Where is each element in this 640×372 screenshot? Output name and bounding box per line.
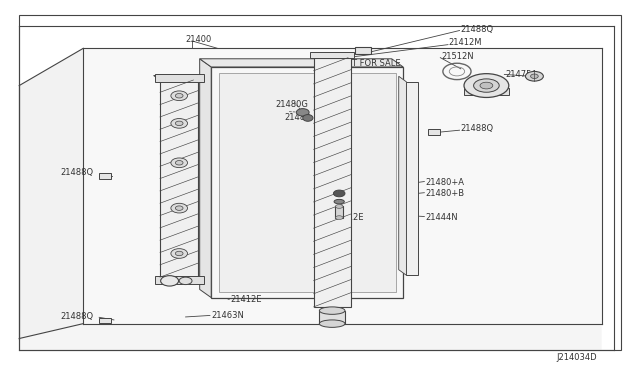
Text: 21444N: 21444N <box>426 213 458 222</box>
Polygon shape <box>200 59 211 298</box>
Polygon shape <box>154 76 202 80</box>
Bar <box>219 73 396 292</box>
Text: 21480G: 21480G <box>275 100 308 109</box>
Ellipse shape <box>171 119 188 128</box>
Ellipse shape <box>531 74 538 78</box>
Bar <box>406 82 418 275</box>
Bar <box>428 129 440 135</box>
Bar <box>310 52 354 58</box>
Text: 21480+A: 21480+A <box>426 178 465 187</box>
Text: 21488Q: 21488Q <box>61 312 94 321</box>
Ellipse shape <box>161 276 179 286</box>
Ellipse shape <box>333 190 345 197</box>
Ellipse shape <box>335 216 343 219</box>
Ellipse shape <box>319 320 345 327</box>
Polygon shape <box>19 48 83 339</box>
Bar <box>335 206 343 218</box>
Bar <box>355 47 371 54</box>
Text: 21412E: 21412E <box>333 213 364 222</box>
Text: 21480+B: 21480+B <box>426 189 465 198</box>
Ellipse shape <box>474 79 499 92</box>
Text: 21400: 21400 <box>186 35 212 44</box>
Bar <box>99 173 111 179</box>
Text: 21488Q: 21488Q <box>461 124 494 133</box>
Bar <box>99 318 111 323</box>
Ellipse shape <box>171 158 188 168</box>
Text: 21480: 21480 <box>285 113 311 122</box>
Ellipse shape <box>171 91 188 100</box>
Ellipse shape <box>334 199 344 204</box>
Ellipse shape <box>303 115 313 121</box>
Ellipse shape <box>171 248 188 258</box>
Ellipse shape <box>175 206 183 210</box>
Bar <box>464 88 509 95</box>
Text: NOT FOR SALE: NOT FOR SALE <box>339 59 401 68</box>
Ellipse shape <box>175 121 183 126</box>
Ellipse shape <box>480 82 493 89</box>
Bar <box>211 67 403 298</box>
Bar <box>155 74 204 82</box>
Polygon shape <box>200 59 403 67</box>
Text: 21463N: 21463N <box>211 311 244 320</box>
Text: 21475A: 21475A <box>506 70 538 79</box>
Text: 21412E: 21412E <box>230 295 262 304</box>
Ellipse shape <box>335 205 343 208</box>
Text: J214034D: J214034D <box>557 353 597 362</box>
Text: 21488Q: 21488Q <box>461 25 494 34</box>
Ellipse shape <box>175 251 183 256</box>
Text: 21412M: 21412M <box>448 38 481 47</box>
Text: 21488Q: 21488Q <box>61 169 94 177</box>
Ellipse shape <box>175 161 183 165</box>
Ellipse shape <box>171 203 188 213</box>
Polygon shape <box>399 76 406 275</box>
Ellipse shape <box>296 109 309 116</box>
Polygon shape <box>83 48 602 324</box>
Ellipse shape <box>464 74 509 97</box>
Ellipse shape <box>525 71 543 81</box>
Bar <box>314 58 351 307</box>
Polygon shape <box>19 324 602 350</box>
Bar <box>160 80 198 277</box>
Ellipse shape <box>179 277 192 285</box>
Ellipse shape <box>319 307 345 314</box>
Text: 21512N: 21512N <box>442 52 474 61</box>
Ellipse shape <box>175 93 183 98</box>
Bar <box>319 311 345 324</box>
Bar <box>155 276 204 284</box>
